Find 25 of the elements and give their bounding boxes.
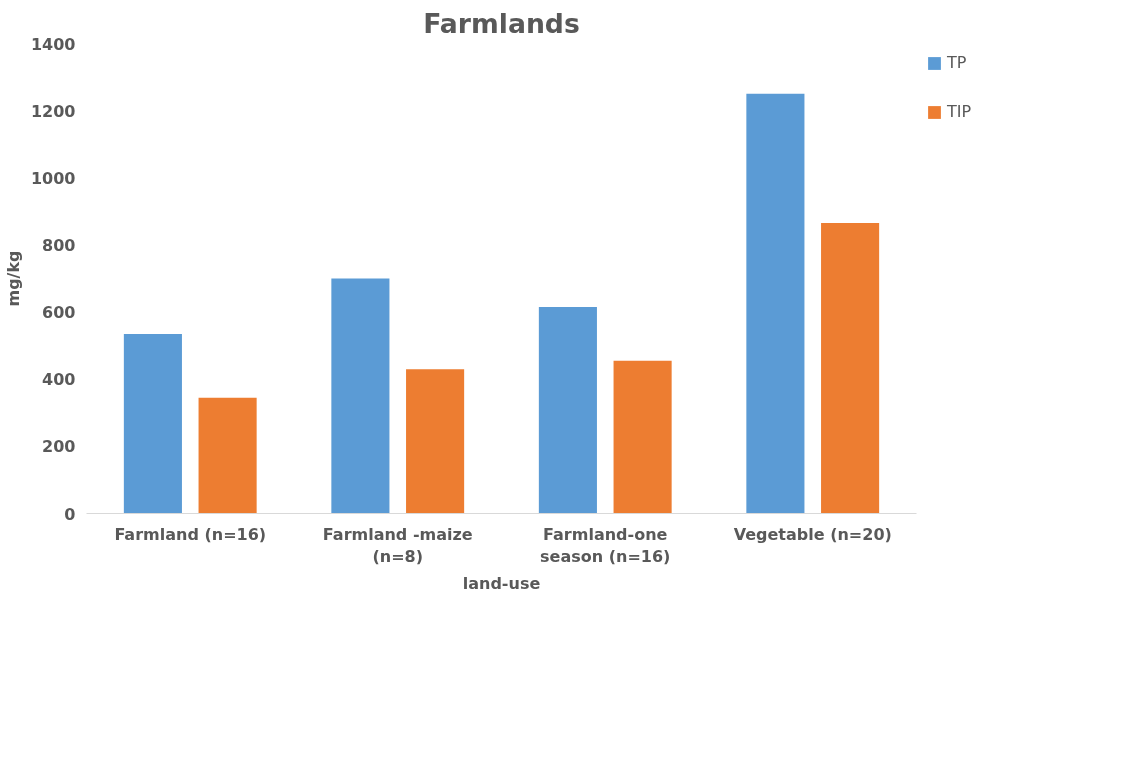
bar bbox=[613, 360, 672, 514]
legend-label: TP bbox=[947, 53, 967, 72]
bar bbox=[331, 278, 390, 514]
y-tick-label: 1200 bbox=[30, 101, 76, 121]
y-tick-label: 200 bbox=[42, 437, 76, 457]
x-tick-label: Vegetable (n=20) bbox=[733, 524, 892, 544]
x-tick-label: Farmland (n=16) bbox=[114, 524, 267, 544]
bar bbox=[406, 369, 465, 514]
y-tick-label: 0 bbox=[64, 504, 76, 524]
bar bbox=[123, 333, 182, 514]
chart-title: Farmlands bbox=[423, 7, 580, 39]
y-axis-title: mg/kg bbox=[3, 250, 23, 307]
y-tick-label: 1400 bbox=[30, 34, 76, 54]
y-tick-label: 800 bbox=[42, 235, 76, 255]
bar bbox=[198, 397, 257, 514]
y-tick-label: 400 bbox=[42, 370, 76, 390]
y-tick-label: 1000 bbox=[30, 168, 76, 188]
bar bbox=[821, 223, 880, 514]
bar bbox=[746, 93, 805, 514]
legend-label: TIP bbox=[947, 102, 972, 121]
x-tick-label: Farmland-one season (n=16) bbox=[540, 524, 671, 567]
y-tick-label: 600 bbox=[42, 303, 76, 323]
x-axis-title: land-use bbox=[462, 574, 541, 594]
x-tick-label: Farmland -maize (n=8) bbox=[322, 524, 473, 567]
bar bbox=[538, 307, 597, 514]
